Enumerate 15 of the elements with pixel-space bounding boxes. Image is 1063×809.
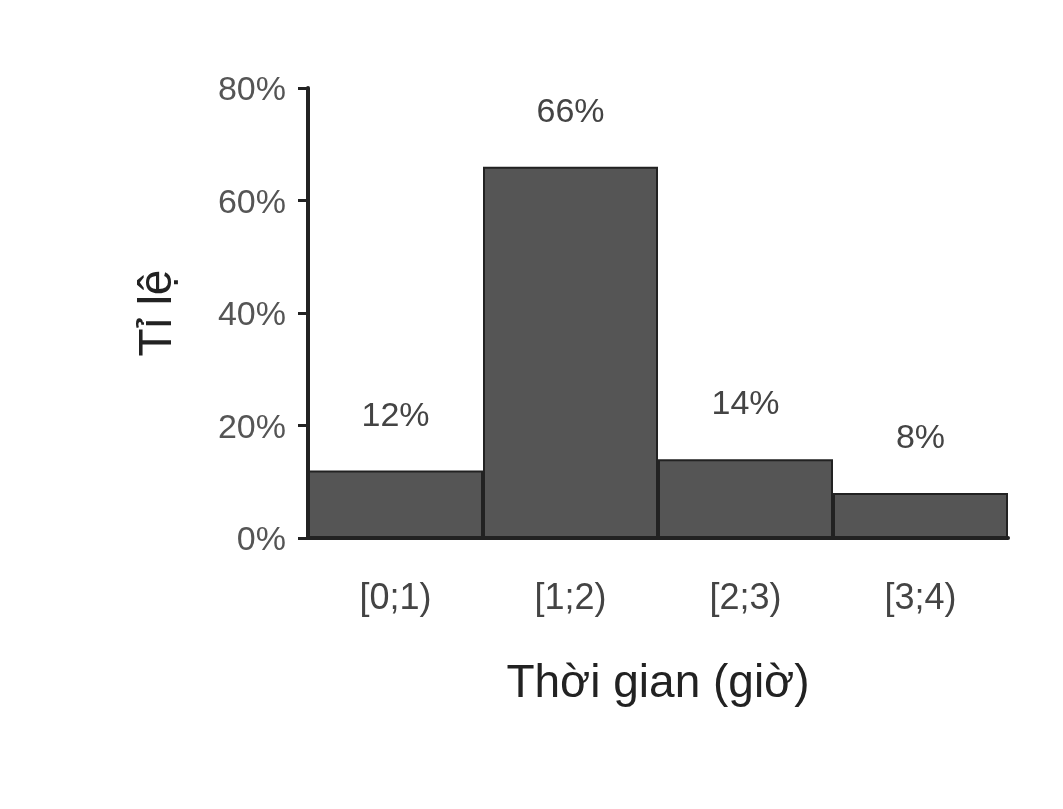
x-tick-label: [1;2) (534, 575, 607, 617)
y-axis-title: Tỉ lệ (129, 269, 181, 357)
data-label: 8% (895, 417, 946, 455)
y-tick-label: 0% (236, 519, 286, 557)
y-tick-label: 40% (217, 294, 286, 332)
x-axis-title: Thời gian (giờ) (506, 655, 810, 707)
y-tick-label: 80% (217, 69, 286, 107)
y-tick-label: 60% (217, 181, 286, 220)
x-tick-label: [0;1) (359, 575, 432, 617)
y-tick-label: 20% (217, 406, 286, 445)
data-label: 66% (536, 90, 605, 129)
x-tick-label: [2;3) (709, 575, 782, 617)
data-label: 14% (711, 383, 780, 422)
x-tick-label: [3;4) (884, 575, 957, 617)
data-label: 12% (361, 394, 430, 433)
